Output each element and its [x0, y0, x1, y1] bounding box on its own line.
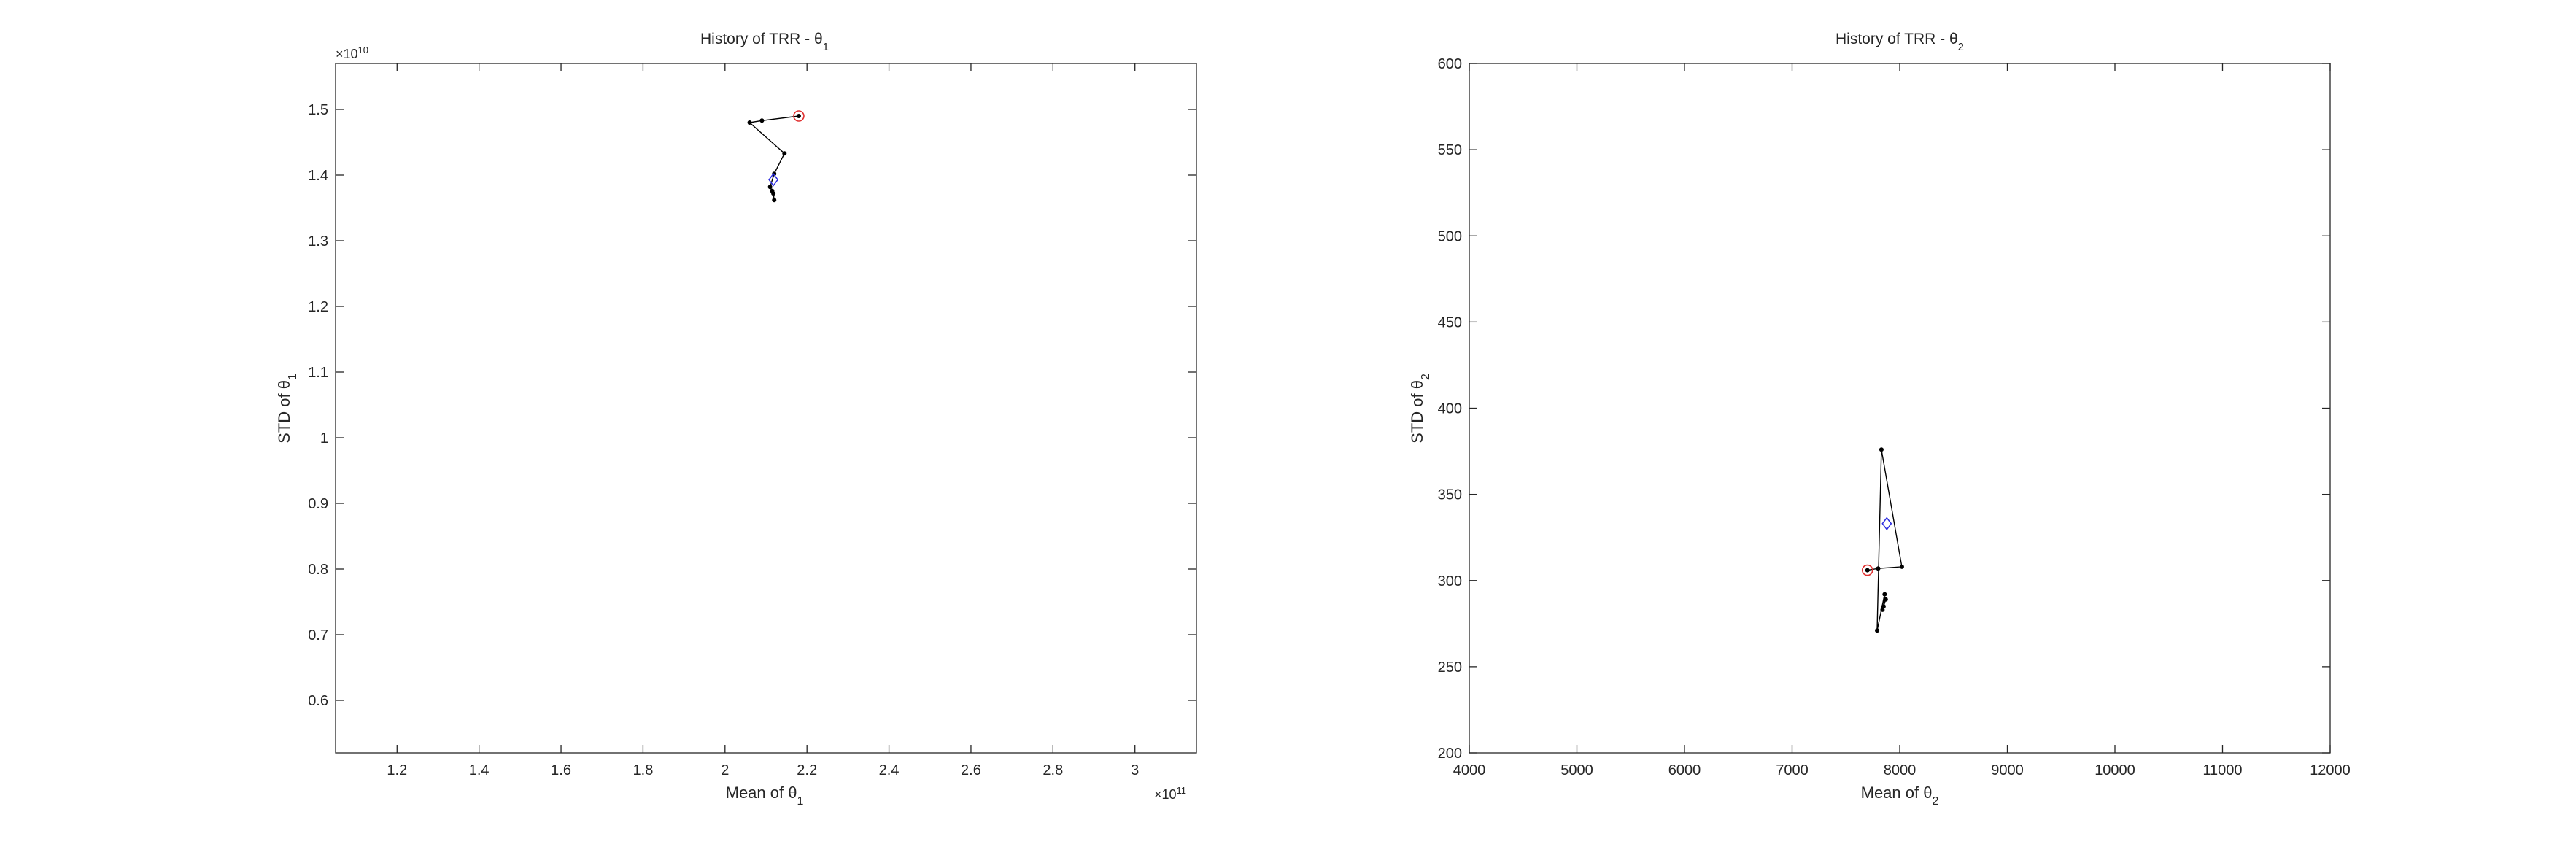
y-tick-label: 400	[1438, 401, 1462, 417]
start-marker	[793, 110, 805, 122]
x-tick-label: 12000	[2310, 762, 2351, 778]
chart-2-title: History of TRR - θ2	[1836, 31, 1964, 53]
x-tick-label: 10000	[2095, 762, 2135, 778]
y-tick-label: 300	[1438, 573, 1462, 589]
x-tick-label: 9000	[1991, 762, 2024, 778]
chart-1-y-ticks: 0.6 0.7 0.8 0.9 1 1.1 1.2 1.3 1.4 1.5	[308, 102, 1196, 709]
y-tick-label: 200	[1438, 746, 1462, 762]
y-tick-label: 1.3	[308, 233, 328, 250]
history-point	[1879, 447, 1884, 452]
y-tick-label: 250	[1438, 660, 1462, 676]
chart-1-x-exponent: ×1011	[1154, 785, 1186, 802]
chart-theta-2: History of TRR - θ2 4000 5000 6000 7000 8000…	[1408, 31, 2351, 808]
y-tick-label: 0.8	[308, 562, 328, 578]
x-tick-label: 7000	[1776, 762, 1809, 778]
y-tick-label: 1.1	[308, 365, 328, 381]
start-marker-center	[1865, 568, 1870, 573]
x-tick-label: 8000	[1884, 762, 1916, 778]
x-tick-label: 3	[1131, 762, 1139, 778]
x-tick-label: 6000	[1668, 762, 1701, 778]
history-point	[759, 118, 765, 123]
start-marker-center	[797, 114, 801, 118]
chart-theta-1: History of TRR - θ1 1.2 1.4 1.6 1.8 2 2.2 2.4 2…	[275, 31, 1197, 808]
y-tick-label: 1.5	[308, 102, 328, 118]
y-tick-label: 0.9	[308, 496, 328, 512]
y-tick-label: 1.2	[308, 299, 328, 315]
x-tick-label: 1.4	[469, 762, 490, 778]
start-marker	[1861, 564, 1873, 576]
history-point	[1880, 607, 1885, 612]
x-tick-label: 2.2	[797, 762, 817, 778]
y-tick-label: 1.4	[308, 168, 328, 184]
y-tick-label: 1	[320, 430, 328, 446]
history-point	[1882, 592, 1887, 597]
history-point	[772, 198, 777, 203]
y-tick-label: 450	[1438, 314, 1462, 330]
history-point	[1899, 564, 1904, 569]
chart-1-x-axis-label: Mean of θ1	[726, 784, 804, 808]
x-tick-label: 5000	[1560, 762, 1593, 778]
x-tick-label: 1.2	[387, 762, 407, 778]
x-tick-label: 1.6	[551, 762, 571, 778]
chart-1-x-ticks: 1.2 1.4 1.6 1.8 2 2.2 2.4 2.6 2.8 3	[387, 63, 1139, 778]
chart-1-y-exponent: ×1010	[336, 45, 368, 62]
mean-diamond-marker	[768, 173, 779, 187]
chart-2-y-axis-label: STD of θ2	[1408, 374, 1432, 444]
y-tick-label: 0.6	[308, 693, 328, 709]
history-point	[771, 191, 776, 196]
history-point	[1883, 597, 1888, 602]
mean-diamond-marker	[1881, 517, 1892, 531]
history-point	[747, 120, 752, 125]
chart-1-axes	[335, 63, 1197, 754]
chart-2-x-axis-label: Mean of θ2	[1861, 784, 1939, 808]
history-point	[767, 185, 773, 190]
y-tick-label: 500	[1438, 228, 1462, 244]
chart-2-axes	[1469, 63, 2331, 754]
x-tick-label: 2.8	[1043, 762, 1063, 778]
x-tick-label: 4000	[1453, 762, 1486, 778]
chart-2-y-ticks: 200 250 300 350 400 450 500 550 600	[1438, 56, 2330, 762]
x-tick-label: 2.4	[879, 762, 900, 778]
history-point	[1875, 628, 1880, 633]
chart-1-plot-area	[747, 110, 805, 203]
x-tick-label: 2	[721, 762, 729, 778]
history-point	[1881, 604, 1886, 609]
x-tick-label: 1.8	[633, 762, 654, 778]
history-path-line	[1867, 449, 1903, 631]
chart-1-title: History of TRR - θ1	[700, 31, 829, 53]
history-point	[1876, 566, 1881, 571]
y-tick-label: 350	[1438, 487, 1462, 503]
chart-2-x-ticks: 4000 5000 6000 7000 8000 9000 10000 11000 12000	[1453, 63, 2351, 778]
x-tick-label: 11000	[2202, 762, 2242, 778]
history-point	[782, 151, 787, 156]
y-tick-label: 550	[1438, 142, 1462, 158]
y-tick-label: 0.7	[308, 627, 328, 643]
y-tick-label: 600	[1438, 56, 1462, 72]
history-path-line	[748, 115, 800, 201]
chart-2-plot-area	[1861, 447, 1904, 633]
x-tick-label: 2.6	[961, 762, 981, 778]
chart-1-y-axis-label: STD of θ1	[275, 374, 299, 444]
